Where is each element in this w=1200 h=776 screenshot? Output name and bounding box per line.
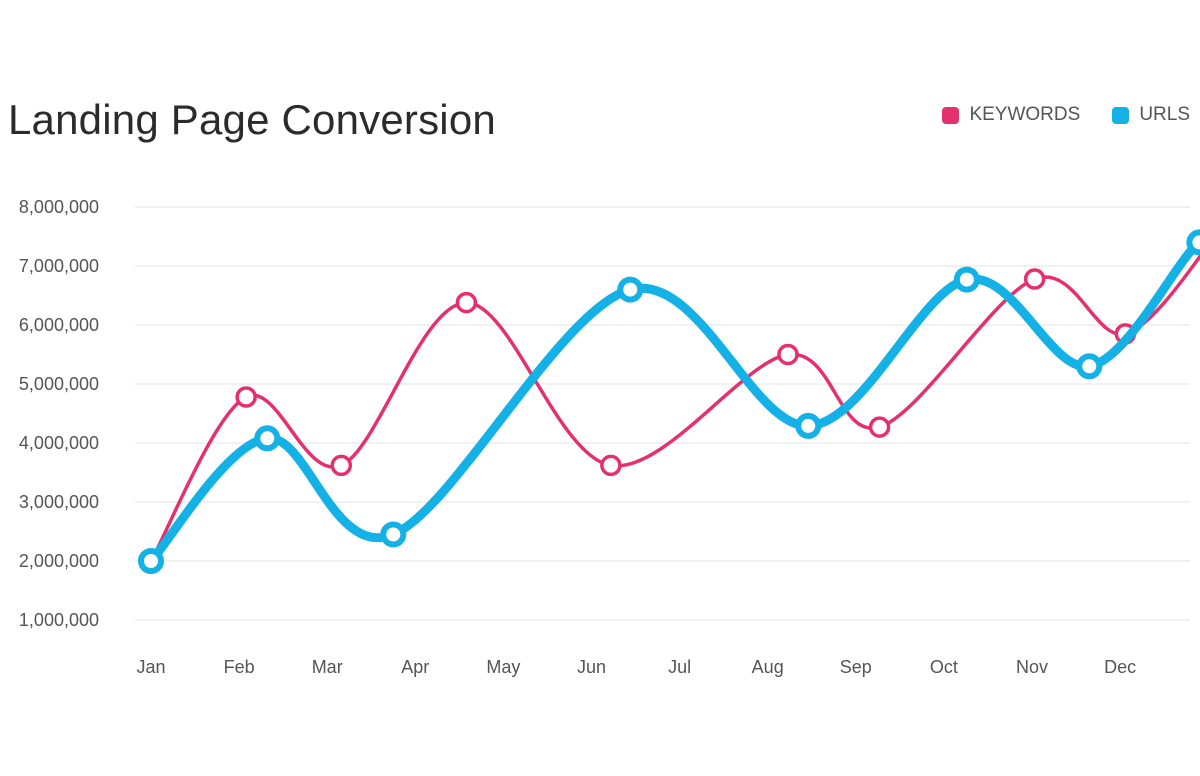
data-point[interactable] [1076,353,1103,380]
data-point[interactable] [138,548,164,574]
data-point[interactable] [795,412,822,439]
chart-title: Landing Page Conversion [8,96,496,143]
x-tick-label: Oct [930,657,958,677]
legend-item-urls[interactable]: URLS [1112,104,1190,126]
x-tick-label: May [486,657,520,677]
series-keywords [140,253,1200,572]
x-tick-label: Sep [840,657,872,677]
legend-label-keywords: KEYWORDS [969,104,1081,125]
y-tick-label: 2,000,000 [19,551,99,571]
x-tick-label: Jul [668,657,691,677]
y-tick-label: 3,000,000 [19,492,99,512]
series-line-urls [146,236,1200,566]
data-point[interactable] [235,386,257,408]
series-layer [138,229,1200,574]
data-point[interactable] [600,454,622,477]
data-point[interactable] [1186,229,1200,256]
x-tick-label: Feb [224,657,255,677]
data-point[interactable] [1023,268,1046,290]
x-tick-label: Apr [401,657,429,677]
x-tick-label: Jun [577,657,606,677]
data-point[interactable] [455,291,478,314]
x-tick-label: Aug [752,657,784,677]
x-tick-label: Jan [136,657,165,677]
x-tick-label: Mar [312,657,343,677]
x-tick-label: Dec [1104,657,1136,677]
data-point[interactable] [617,276,644,303]
series-line-keywords [149,253,1200,563]
y-tick-label: 1,000,000 [19,610,99,630]
y-tick-label: 5,000,000 [19,374,99,394]
data-point[interactable] [868,416,891,438]
gridlines [135,206,1190,621]
y-tick-label: 6,000,000 [19,315,99,335]
data-point[interactable] [380,521,407,548]
legend-item-keywords[interactable]: KEYWORDS [942,104,1080,126]
data-point[interactable] [953,266,980,293]
series-urls [138,229,1200,574]
y-tick-label: 7,000,000 [19,256,99,276]
data-point[interactable] [254,425,281,452]
x-tick-label: Nov [1016,657,1048,677]
y-axis: 1,000,000 2,000,000 3,000,000 4,000,000 5,00… [19,197,99,630]
data-point[interactable] [777,343,799,366]
legend-label-urls: URLS [1139,104,1190,125]
x-axis: Jan Feb Mar Apr May Jun Jul Aug Sep Oct Nov Dec [136,657,1136,677]
legend-swatch-keywords [942,106,960,124]
chart-legend: KEYWORDS URLS [942,104,1190,126]
y-tick-label: 8,000,000 [19,197,99,217]
y-tick-label: 4,000,000 [19,433,99,453]
data-point[interactable] [330,454,353,477]
legend-swatch-urls [1112,106,1130,124]
